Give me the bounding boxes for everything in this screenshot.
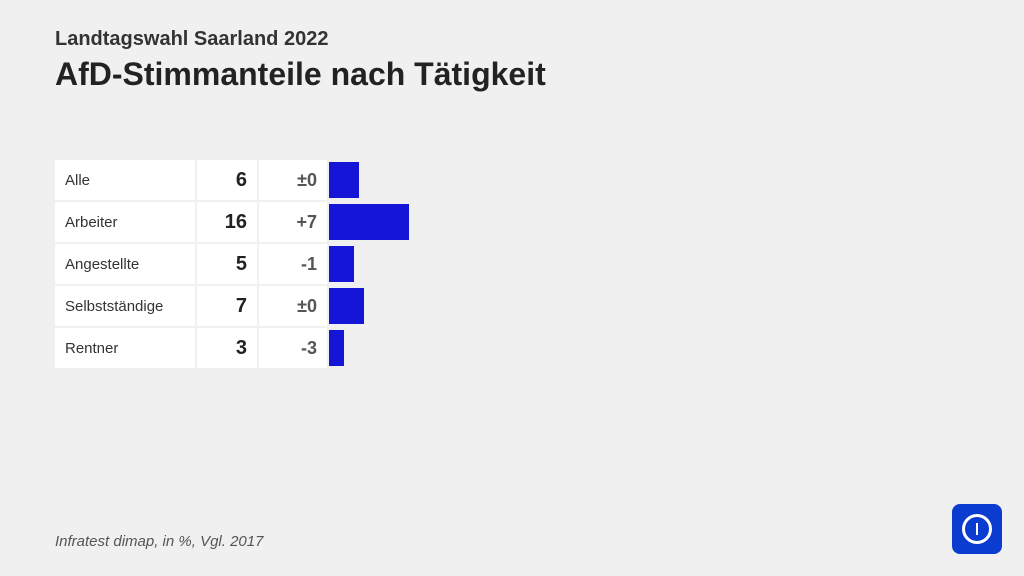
row-change: ±0 [259,286,327,326]
bar-container [329,160,655,200]
bar-container [329,244,655,284]
row-label: Rentner [55,328,195,368]
ard-logo-icon [962,514,992,544]
bar-container [329,328,655,368]
footer-source: Infratest dimap, in %, Vgl. 2017 [55,533,263,550]
bar-container [329,202,655,242]
chart-row: Alle 6 ±0 [55,160,655,200]
row-change: -1 [259,244,327,284]
chart-row: Arbeiter 16 +7 [55,202,655,242]
bar [329,288,364,324]
bar [329,330,344,366]
row-value: 7 [197,286,257,326]
ard-logo [952,504,1002,554]
row-value: 6 [197,160,257,200]
row-change: ±0 [259,160,327,200]
bar [329,162,359,198]
chart-row: Rentner 3 -3 [55,328,655,368]
row-label: Selbstständige [55,286,195,326]
row-change: -3 [259,328,327,368]
bar [329,246,354,282]
chart-row: Angestellte 5 -1 [55,244,655,284]
row-label: Arbeiter [55,202,195,242]
row-value: 3 [197,328,257,368]
chart-row: Selbstständige 7 ±0 [55,286,655,326]
row-change: +7 [259,202,327,242]
page-title: AfD-Stimmanteile nach Tätigkeit [55,56,546,93]
row-value: 5 [197,244,257,284]
row-label: Alle [55,160,195,200]
bar-container [329,286,655,326]
row-label: Angestellte [55,244,195,284]
bar-chart: Alle 6 ±0 Arbeiter 16 +7 Angestellte 5 -… [55,160,655,370]
row-value: 16 [197,202,257,242]
bar [329,204,409,240]
page-subtitle: Landtagswahl Saarland 2022 [55,28,328,51]
